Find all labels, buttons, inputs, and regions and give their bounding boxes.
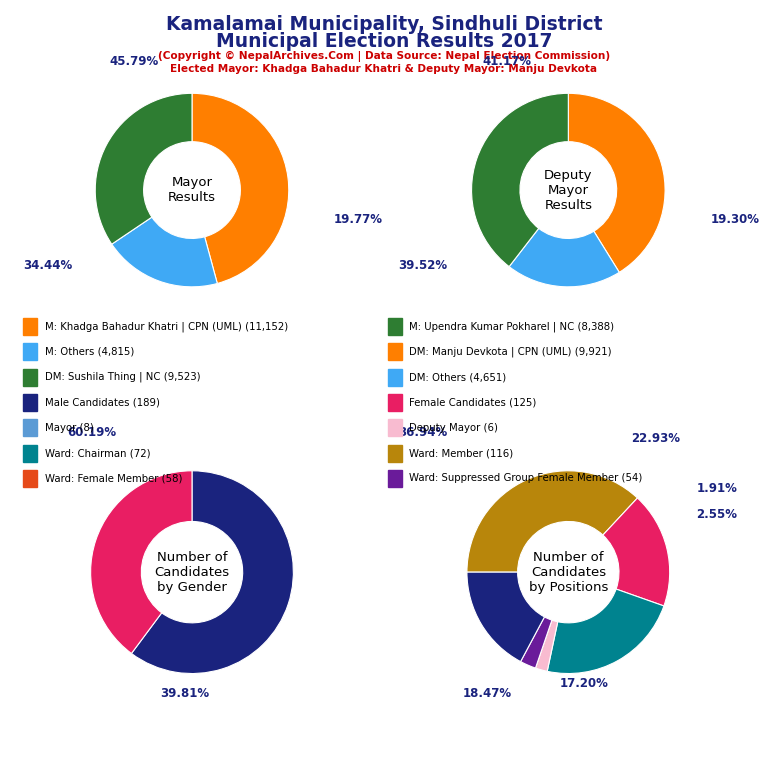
Wedge shape [535, 620, 558, 671]
Text: Municipal Election Results 2017: Municipal Election Results 2017 [216, 32, 552, 51]
Wedge shape [131, 471, 293, 674]
Text: 36.94%: 36.94% [398, 426, 447, 439]
Text: 18.47%: 18.47% [463, 687, 512, 700]
Text: Deputy
Mayor
Results: Deputy Mayor Results [544, 169, 593, 211]
Text: 2.55%: 2.55% [697, 508, 737, 521]
Text: Deputy Mayor (6): Deputy Mayor (6) [409, 422, 498, 433]
Text: Ward: Female Member (58): Ward: Female Member (58) [45, 473, 182, 484]
Wedge shape [568, 94, 665, 273]
Wedge shape [603, 498, 670, 606]
Text: M: Upendra Kumar Pokharel | NC (8,388): M: Upendra Kumar Pokharel | NC (8,388) [409, 321, 614, 332]
Wedge shape [192, 94, 289, 283]
Wedge shape [521, 617, 552, 668]
Text: DM: Sushila Thing | NC (9,523): DM: Sushila Thing | NC (9,523) [45, 372, 200, 382]
Text: 60.19%: 60.19% [68, 426, 117, 439]
Text: Elected Mayor: Khadga Bahadur Khatri & Deputy Mayor: Manju Devkota: Elected Mayor: Khadga Bahadur Khatri & D… [170, 64, 598, 74]
Text: 1.91%: 1.91% [697, 482, 737, 495]
Text: Ward: Member (116): Ward: Member (116) [409, 448, 514, 458]
Text: Mayor (8): Mayor (8) [45, 422, 94, 433]
Wedge shape [548, 589, 664, 674]
Wedge shape [91, 471, 192, 654]
Text: 17.20%: 17.20% [559, 677, 608, 690]
Text: DM: Manju Devkota | CPN (UML) (9,921): DM: Manju Devkota | CPN (UML) (9,921) [409, 346, 612, 357]
Text: Male Candidates (189): Male Candidates (189) [45, 397, 160, 408]
Text: Ward: Chairman (72): Ward: Chairman (72) [45, 448, 151, 458]
Text: 19.30%: 19.30% [710, 213, 760, 226]
Text: Mayor
Results: Mayor Results [168, 176, 216, 204]
Text: Female Candidates (125): Female Candidates (125) [409, 397, 537, 408]
Text: 45.79%: 45.79% [110, 55, 159, 68]
Text: 39.52%: 39.52% [398, 259, 447, 272]
Text: Kamalamai Municipality, Sindhuli District: Kamalamai Municipality, Sindhuli Distric… [166, 15, 602, 35]
Text: 22.93%: 22.93% [631, 432, 680, 445]
Wedge shape [472, 94, 568, 266]
Text: 41.17%: 41.17% [482, 55, 531, 68]
Text: M: Khadga Bahadur Khatri | CPN (UML) (11,152): M: Khadga Bahadur Khatri | CPN (UML) (11… [45, 321, 288, 332]
Text: Number of
Candidates
by Positions: Number of Candidates by Positions [528, 551, 608, 594]
Wedge shape [467, 572, 545, 661]
Text: Number of
Candidates
by Gender: Number of Candidates by Gender [154, 551, 230, 594]
Text: 34.44%: 34.44% [23, 259, 72, 272]
Text: DM: Others (4,651): DM: Others (4,651) [409, 372, 507, 382]
Text: (Copyright © NepalArchives.Com | Data Source: Nepal Election Commission): (Copyright © NepalArchives.Com | Data So… [158, 51, 610, 61]
Wedge shape [467, 471, 637, 572]
Text: Ward: Suppressed Group Female Member (54): Ward: Suppressed Group Female Member (54… [409, 473, 643, 484]
Text: 39.81%: 39.81% [160, 687, 209, 700]
Text: 19.77%: 19.77% [334, 213, 383, 226]
Text: M: Others (4,815): M: Others (4,815) [45, 346, 134, 357]
Wedge shape [112, 217, 217, 286]
Wedge shape [95, 94, 192, 244]
Wedge shape [509, 228, 619, 286]
